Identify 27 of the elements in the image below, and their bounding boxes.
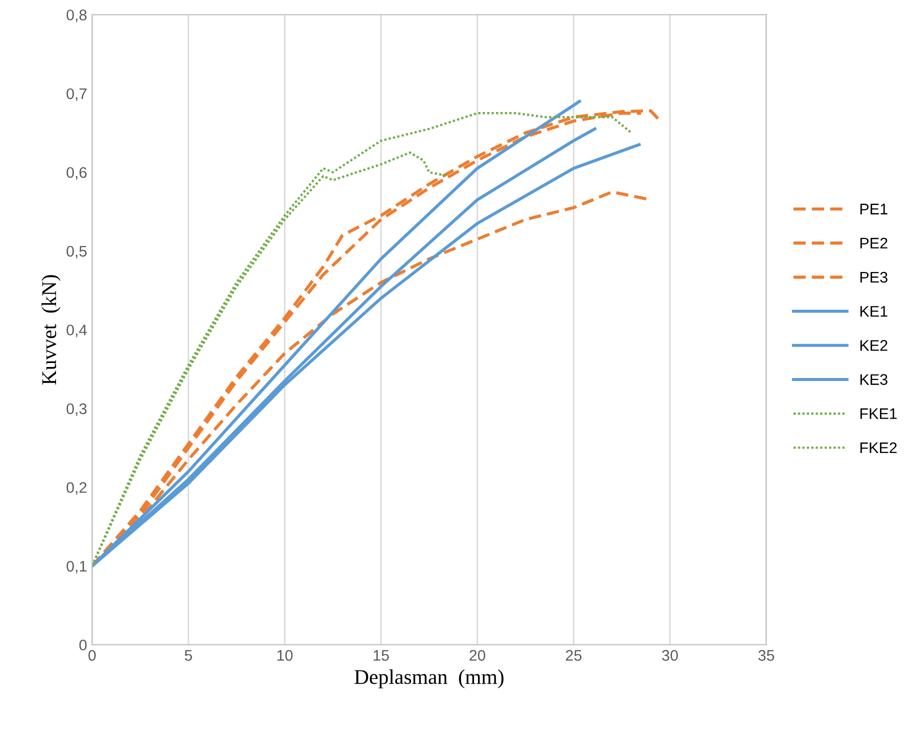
x-tick-label: 5 (184, 650, 192, 661)
y-axis-title: Kuvvet (kN) (42, 275, 60, 385)
legend-label: KE2 (860, 340, 888, 351)
y-tick-label: 0,8 (66, 10, 87, 22)
x-tick-label: 15 (374, 650, 389, 661)
legend-label: PE2 (860, 238, 888, 248)
x-tick-label: 35 (758, 650, 774, 661)
legend-label: FKE1 (860, 408, 897, 419)
y-tick-label: 0,2 (66, 482, 86, 495)
y-tick-label: 0 (79, 640, 87, 650)
x-tick-label: 25 (566, 650, 582, 661)
legend-label: FKE2 (860, 442, 897, 454)
legend-label: KE3 (860, 374, 888, 385)
y-tick-label: 0,3 (66, 403, 87, 416)
y-tick-label: 0,7 (66, 88, 86, 101)
legend-label: PE1 (860, 204, 888, 214)
y-tick-label: 0,5 (66, 246, 87, 258)
y-tick-label: 0,4 (66, 324, 87, 338)
legend-label: PE3 (860, 272, 888, 283)
y-tick-label: 0,6 (66, 167, 87, 180)
x-axis-title: Deplasman (mm) (354, 669, 504, 688)
x-tick-label: 30 (662, 650, 678, 661)
x-tick-label: 20 (470, 650, 486, 661)
y-tick-label: 0,1 (66, 560, 86, 574)
x-tick-label: 10 (277, 650, 293, 661)
x-tick-label: 0 (88, 650, 96, 661)
legend-label: KE1 (860, 306, 888, 317)
